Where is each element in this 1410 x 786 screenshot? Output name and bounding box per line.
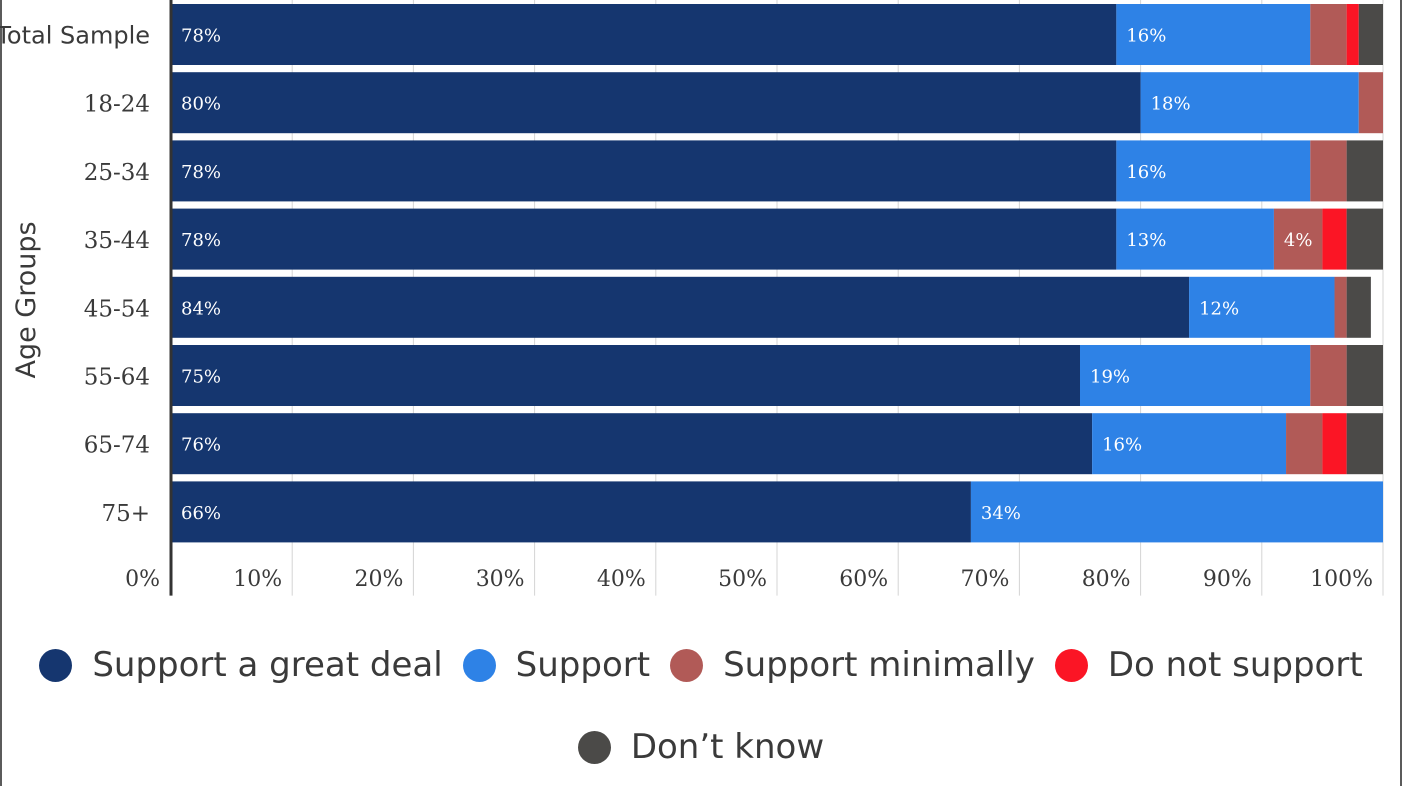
bar-3-series-3 (1322, 208, 1347, 270)
bar-2-series-1 (1116, 140, 1311, 202)
legend-swatch-icon (1054, 648, 1088, 682)
x-tick-label-7: 70% (960, 567, 1009, 592)
data-label-1-series-1: 18% (1151, 94, 1191, 115)
bar-1-series-0 (171, 72, 1141, 134)
bar-3-series-2 (1273, 208, 1323, 270)
data-label-2-series-0: 78% (181, 162, 221, 183)
bar-4-series-1 (1189, 276, 1335, 338)
x-tick-label-8: 80% (1082, 567, 1131, 592)
bar-6-series-1 (1092, 413, 1287, 475)
category-label-2: 25-34 (84, 160, 150, 186)
data-label-0-series-0: 78% (181, 26, 221, 47)
x-tick-label-0: 0% (125, 567, 160, 592)
bar-4-series-2 (1334, 276, 1347, 338)
data-label-4-series-0: 84% (181, 298, 221, 319)
bar-6-series-3 (1322, 413, 1347, 475)
y-axis-title: Age Groups (11, 221, 42, 378)
category-label-1: 18-24 (84, 92, 150, 118)
legend-item-1-2[interactable]: Support minimally (670, 645, 1035, 685)
x-tick-label-5: 50% (718, 567, 767, 592)
data-label-3-series-0: 78% (181, 230, 221, 251)
bar-7-series-0 (171, 481, 971, 543)
category-label-6: 65-74 (84, 433, 150, 459)
data-label-4-series-1: 12% (1199, 298, 1239, 319)
bar-7-series-1 (970, 481, 1383, 543)
category-label-4: 45-54 (84, 296, 150, 322)
data-label-3-series-1: 13% (1126, 230, 1166, 251)
bar-5-series-0 (171, 345, 1080, 406)
frame-left-border (0, 0, 2, 786)
category-label-3: 35-44 (84, 228, 150, 254)
x-tick-label-2: 20% (354, 567, 403, 592)
legend-label: Don’t know (630, 727, 825, 767)
legend-row-1: Support a great deal Support Support minim… (0, 645, 1402, 685)
legend-label: Support (515, 645, 651, 685)
legend-item-2-0[interactable]: Don’t know (577, 727, 825, 767)
frame-right-border (1400, 0, 1402, 786)
bar-0-series-1 (1116, 4, 1311, 65)
bar-5-series-4 (1346, 345, 1383, 406)
data-label-1-series-0: 80% (181, 94, 221, 115)
x-tick-label-9: 90% (1203, 567, 1252, 592)
bar-1-series-2 (1358, 72, 1383, 134)
data-label-5-series-1: 19% (1090, 367, 1130, 388)
data-label-3-series-2: 4% (1284, 230, 1313, 251)
legend-item-1-3[interactable]: Do not support (1054, 645, 1363, 685)
bar-3-series-1 (1116, 208, 1274, 270)
data-label-6-series-1: 16% (1102, 435, 1142, 456)
legend-item-1-0[interactable]: Support a great deal (39, 645, 443, 685)
data-label-5-series-0: 75% (181, 367, 221, 388)
bar-0-series-4 (1358, 4, 1383, 65)
bar-0-series-2 (1310, 4, 1347, 65)
legend-swatch-icon (462, 648, 496, 682)
legend-swatch-icon (670, 648, 704, 682)
bar-1-series-1 (1140, 72, 1359, 134)
x-tick-label-1: 10% (233, 567, 282, 592)
legend-swatch-icon (39, 648, 73, 682)
legend-label: Do not support (1107, 645, 1363, 685)
data-label-7-series-1: 34% (981, 503, 1021, 524)
bar-5-series-1 (1080, 345, 1311, 406)
x-tick-label-6: 60% (839, 567, 888, 592)
category-label-0: Total Sample (0, 22, 150, 50)
bar-2-series-4 (1346, 140, 1383, 202)
x-tick-label-4: 40% (597, 567, 646, 592)
x-tick-label-10: 100% (1310, 567, 1373, 592)
stacked-bar-chart: 78% 16% Total Sample 80% 18% 18-24 78% 16% 25-34… (0, 0, 1384, 596)
category-label-5: 55-64 (84, 365, 150, 391)
bar-6-series-0 (171, 413, 1093, 475)
category-label-7: 75+ (101, 501, 150, 527)
data-label-0-series-1: 16% (1126, 26, 1166, 47)
bar-4-series-4 (1346, 276, 1371, 338)
bar-0-series-0 (171, 4, 1117, 65)
bar-2-series-2 (1310, 140, 1347, 202)
bar-2-series-0 (171, 140, 1117, 202)
bar-4-series-0 (171, 276, 1190, 338)
bar-6-series-4 (1346, 413, 1383, 475)
bar-3-series-0 (171, 208, 1117, 270)
data-label-6-series-0: 76% (181, 435, 221, 456)
data-label-7-series-0: 66% (181, 503, 221, 524)
data-label-2-series-1: 16% (1126, 162, 1166, 183)
bar-6-series-2 (1286, 413, 1323, 475)
legend-swatch-icon (577, 730, 611, 764)
bar-5-series-2 (1310, 345, 1347, 406)
bar-3-series-4 (1346, 208, 1383, 270)
legend-row-2: Don’t know (0, 727, 1402, 767)
legend-item-1-1[interactable]: Support (462, 645, 651, 685)
legend-label: Support minimally (723, 645, 1035, 685)
bar-0-series-3 (1346, 4, 1359, 65)
legend-label: Support a great deal (92, 645, 443, 685)
x-tick-label-3: 30% (476, 567, 525, 592)
